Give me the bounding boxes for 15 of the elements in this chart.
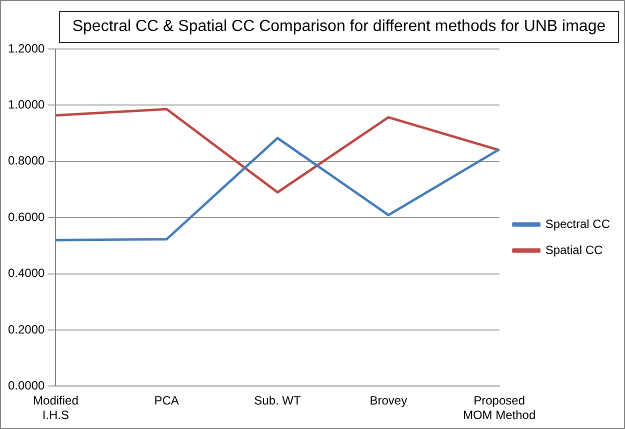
legend-label: Spatial CC — [545, 242, 604, 257]
x-tick-label: PCA — [154, 394, 179, 408]
y-tick-label: 0.4000 — [8, 266, 46, 280]
y-tick-label: 0.6000 — [8, 210, 46, 224]
y-tick-label: 1.0000 — [8, 98, 46, 112]
x-tick-label: Proposed MOM Method — [462, 394, 536, 422]
y-tick-label: 0.2000 — [8, 322, 46, 336]
legend-label: Spectral CC — [545, 216, 610, 231]
y-tick-label: 1.2000 — [8, 41, 46, 56]
x-tick-label: Brovey — [370, 394, 408, 408]
x-tick-label: Sub. WT — [254, 394, 302, 408]
x-tick-label: Modified I.H.S — [33, 394, 78, 422]
y-tick-label: 0.0000 — [8, 378, 46, 393]
chart-title: Spectral CC & Spatial CC Comparison for different methods for UNB image — [59, 11, 619, 43]
y-tick-label: 0.8000 — [8, 154, 46, 168]
